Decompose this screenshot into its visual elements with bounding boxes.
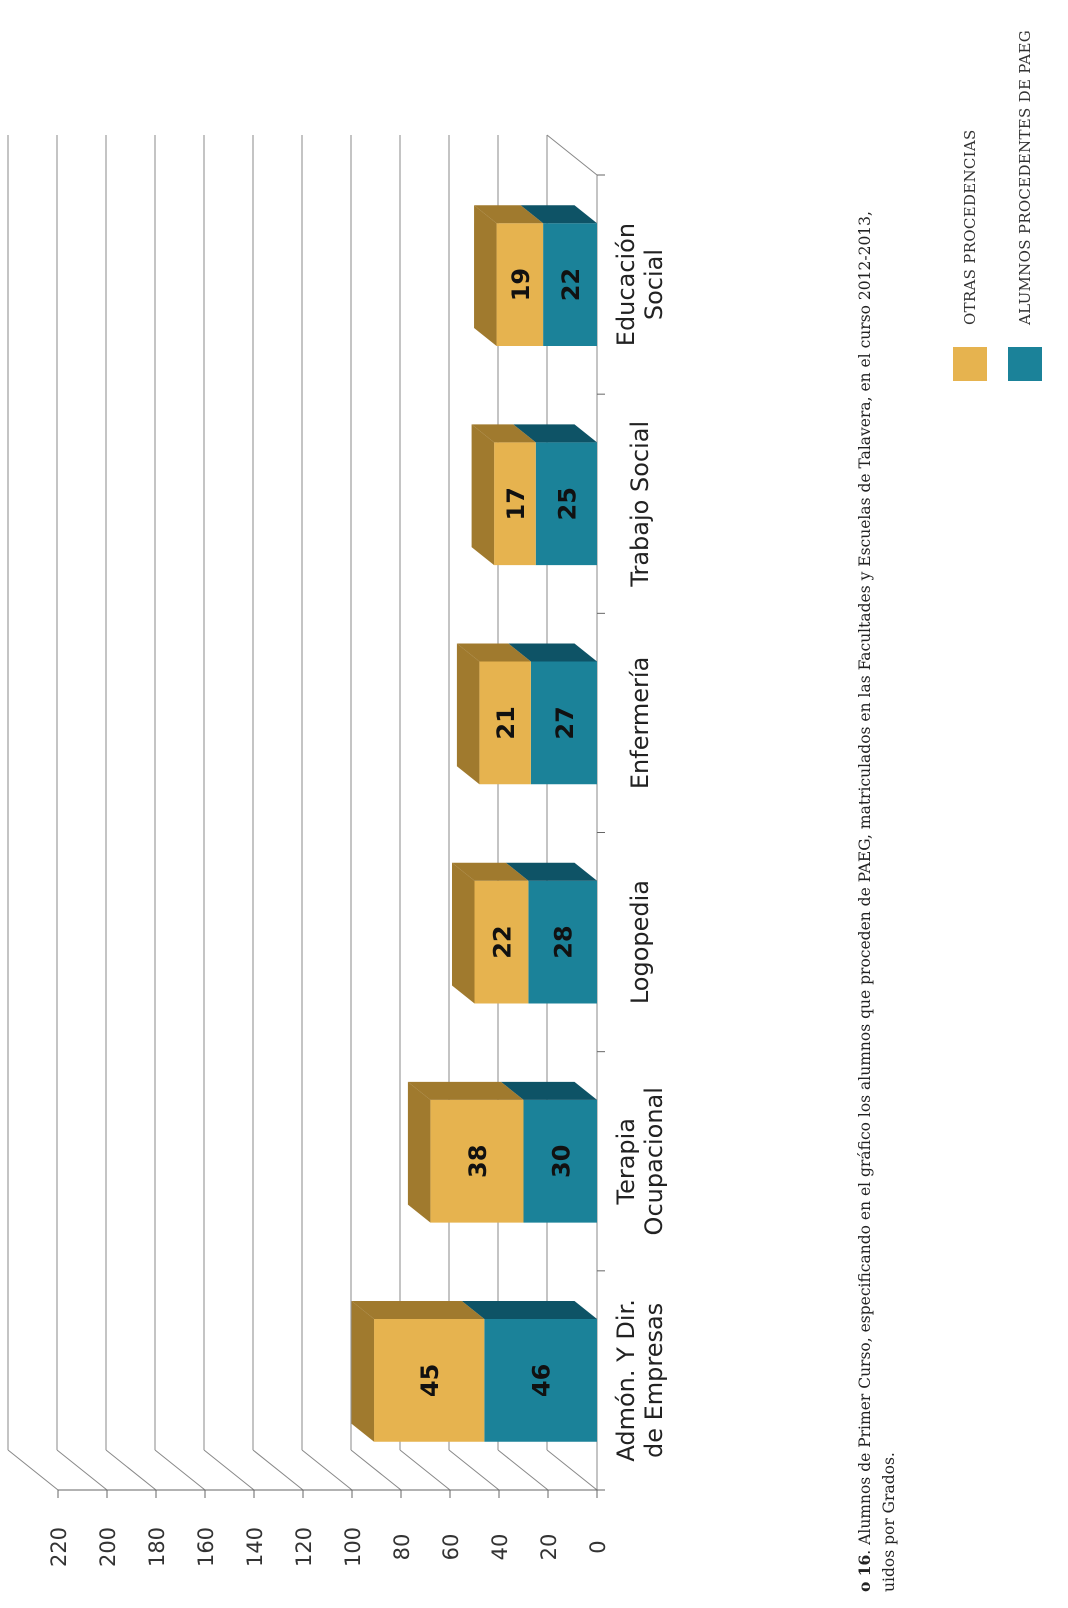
gridline-floor: [56, 1449, 108, 1491]
bar-value-label: 22: [488, 925, 516, 958]
bar-segment-depth: [471, 424, 536, 443]
bar-top-face: [456, 643, 480, 785]
bar-segment: [484, 1319, 597, 1442]
bar-segment-depth: [520, 205, 597, 224]
bar-value-label: 38: [464, 1145, 492, 1178]
bar-segment: [496, 223, 544, 346]
value-axis: 0 20 40 60 80 100 120 140 160 180 200 220: [47, 1489, 610, 1567]
gridline-floor: [154, 1449, 206, 1491]
bar-segment-depth: [461, 1301, 597, 1320]
value-tick-label: 200: [96, 1527, 120, 1567]
value-tick-label: 220: [47, 1527, 71, 1567]
value-tick-label: 160: [194, 1527, 218, 1567]
gridline-floor: [252, 1449, 304, 1491]
bar-segment-depth: [351, 1301, 485, 1320]
legend-swatch-paeg: [1008, 347, 1042, 381]
floor-back-edge: [546, 134, 598, 176]
category-label: Terapia: [612, 1118, 640, 1206]
bar-segment: [494, 442, 536, 566]
bar-value-label: 22: [557, 268, 585, 301]
value-tick-label: 40: [488, 1534, 512, 1561]
bar-top-face: [351, 1301, 375, 1442]
legend-item-paeg: ALUMNOS PROCEDENTES DE PAEG: [1008, 30, 1042, 381]
bar-segment: [528, 880, 597, 1004]
gridlines: [7, 134, 598, 1491]
bar-segment: [530, 661, 597, 785]
bar-top-face: [471, 424, 495, 566]
category-label: Admón. Y Dir.: [612, 1299, 640, 1462]
bar-value-label: 19: [507, 268, 535, 301]
gridline-floor: [546, 1449, 598, 1491]
bar-segment: [374, 1319, 485, 1442]
bar-segment: [535, 442, 597, 566]
bar-segment: [523, 1099, 597, 1223]
gridline-floor: [399, 1449, 451, 1491]
gridline-floor: [497, 1449, 549, 1491]
bar-value-label: 28: [550, 925, 578, 958]
bar-top-face: [452, 862, 475, 1004]
bar-value-label: 27: [551, 706, 579, 739]
bar-segment-depth: [407, 1081, 524, 1100]
legend-label-otras: OTRAS PROCEDENCIAS: [961, 129, 979, 325]
bar-top-face: [407, 1081, 431, 1223]
bar-segment-depth: [456, 643, 531, 662]
category-label: Ocupacional: [640, 1087, 668, 1235]
caption-figure-number: o 16: [855, 1554, 874, 1592]
bar-value-label: 45: [416, 1364, 444, 1397]
bar-value-label: 25: [553, 487, 581, 520]
value-tick-label: 120: [292, 1527, 316, 1567]
gridline-floor: [203, 1449, 255, 1491]
figure-caption-line-1: o 16. Alumnos de Primer Curso, especific…: [855, 211, 874, 1592]
value-tick-label: 180: [145, 1527, 169, 1567]
legend-label-paeg: ALUMNOS PROCEDENTES DE PAEG: [1016, 30, 1034, 325]
figure-caption-line-2: uidos por Grados.: [880, 1452, 898, 1592]
value-tick-label: 80: [390, 1534, 414, 1561]
gridline-floor: [301, 1449, 353, 1491]
bar-segment: [430, 1099, 524, 1223]
bar-segment-depth: [452, 862, 529, 881]
category-label: Social: [640, 249, 668, 320]
value-tick-label: 60: [439, 1534, 463, 1561]
gridline-floor: [350, 1449, 402, 1491]
bar-value-label: 21: [492, 706, 520, 739]
bar-segment-depth: [501, 1081, 597, 1100]
bar-segment-depth: [513, 424, 597, 443]
bar-segment: [474, 880, 529, 1004]
legend-swatch-otras: [953, 347, 987, 381]
bar-value-label: 17: [502, 487, 530, 520]
bar-value-label: 30: [547, 1145, 575, 1178]
bar-value-label: 46: [528, 1364, 556, 1397]
legend-item-otras: OTRAS PROCEDENCIAS: [953, 129, 987, 381]
category-label: Educación: [612, 223, 640, 346]
value-tick-label: 0: [586, 1540, 610, 1553]
category-label: de Empresas: [640, 1303, 668, 1458]
bar-segment-depth: [508, 643, 597, 662]
gridline-floor: [448, 1449, 500, 1491]
category-label: Logopedia: [626, 880, 654, 1004]
value-tick-label: 20: [537, 1534, 561, 1561]
category-label: Trabajo Social: [626, 421, 654, 588]
bar-segment-depth: [505, 862, 597, 881]
bar-segment-depth: [474, 205, 544, 224]
bar-segment: [479, 661, 531, 785]
value-tick-label: 140: [243, 1527, 267, 1567]
bar-top-face: [474, 205, 497, 346]
bars: 46 45 30 38 28 22 27 21 25 17 22 19: [351, 205, 597, 1442]
gridline-floor: [7, 1449, 59, 1491]
gridline-floor: [105, 1449, 157, 1491]
bar-segment: [543, 223, 597, 346]
value-tick-label: 100: [341, 1527, 365, 1567]
category-axis: Admón. Y Dir. de Empresas Terapia Ocupacion…: [597, 174, 668, 1491]
caption-text: . Alumnos de Primer Curso, especificando…: [856, 211, 874, 1555]
category-label: Enfermería: [626, 657, 654, 789]
